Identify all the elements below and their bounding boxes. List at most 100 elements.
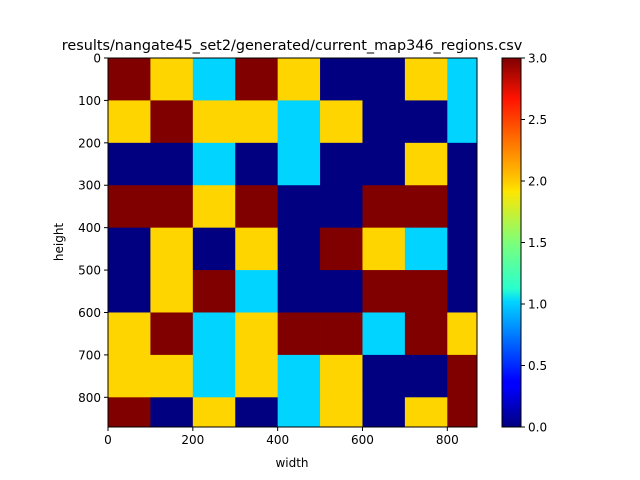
- heatmap-cell-r0-c8: [447, 58, 478, 101]
- colorbar-tick-label: 1.5: [528, 236, 547, 250]
- heatmap-cell-r0-c4: [277, 58, 321, 101]
- heatmap-cell-r8-c2: [192, 397, 236, 428]
- y-tick-label: 300: [78, 179, 101, 193]
- heatmap-cell-r1-c3: [235, 100, 279, 144]
- heatmap-cell-r3-c6: [362, 185, 406, 229]
- heatmap-cell-r5-c0: [108, 270, 151, 313]
- colorbar-axis: 0.0 0.5 1.0 1.5 2.0 2.5 3.0: [521, 52, 547, 435]
- heatmap-cell-r8-c7: [404, 397, 448, 428]
- heatmap-cell-r8-c4: [277, 397, 321, 428]
- heatmap-cell-r5-c4: [277, 270, 321, 313]
- heatmap-cell-r4-c5: [320, 227, 363, 271]
- heatmap-cell-r0-c3: [235, 58, 279, 101]
- heatmap-cell-r5-c3: [235, 270, 279, 313]
- heatmap-cell-r7-c0: [108, 354, 151, 398]
- heatmap-cell-r2-c3: [235, 142, 279, 186]
- y-axis: 0 100 200 300 400 500 600 700 800: [78, 52, 108, 405]
- heatmap-cell-r4-c4: [277, 227, 321, 271]
- heatmap-cell-r8-c6: [362, 397, 406, 428]
- x-axis-label: width: [275, 456, 308, 470]
- y-tick-label: 100: [78, 94, 101, 108]
- heatmap-cell-r6-c5: [320, 312, 363, 356]
- heatmap-cell-r4-c0: [108, 227, 151, 271]
- heatmap-cell-r3-c7: [404, 185, 448, 229]
- heatmap-cell-r2-c0: [108, 142, 151, 186]
- heatmap-cell-r0-c5: [320, 58, 363, 101]
- heatmap-cell-r7-c7: [404, 354, 448, 398]
- heatmap-cell-r3-c8: [447, 185, 478, 229]
- heatmap-cell-r1-c7: [404, 100, 448, 144]
- heatmap-cell-r3-c5: [320, 185, 363, 229]
- heatmap-cell-r7-c5: [320, 354, 363, 398]
- heatmap-cell-r1-c8: [447, 100, 478, 144]
- x-tick-label: 400: [266, 433, 289, 447]
- heatmap-cell-r6-c3: [235, 312, 279, 356]
- heatmap-cell-r1-c6: [362, 100, 406, 144]
- x-tick-label: 200: [181, 433, 204, 447]
- heatmap-cell-r6-c0: [108, 312, 151, 356]
- chart-title: results/nangate45_set2/generated/current…: [62, 38, 523, 54]
- heatmap-cell-r6-c1: [150, 312, 194, 356]
- heatmap-cell-r7-c6: [362, 354, 406, 398]
- heatmap-cell-r2-c7: [404, 142, 448, 186]
- heatmap-cell-r5-c2: [192, 270, 236, 313]
- heatmap-cell-r8-c8: [447, 397, 478, 428]
- heatmap-cell-r6-c7: [404, 312, 448, 356]
- y-tick-label: 200: [78, 136, 101, 150]
- heatmap-cell-r0-c6: [362, 58, 406, 101]
- heatmap-cell-r2-c2: [192, 142, 236, 186]
- colorbar-tick-label: 2.0: [528, 175, 547, 189]
- colorbar-tick-label: 0.0: [528, 421, 547, 435]
- heatmap-cell-r0-c0: [108, 58, 151, 101]
- heatmap-cell-r2-c6: [362, 142, 406, 186]
- heatmap-cell-r3-c3: [235, 185, 279, 229]
- heatmap-cell-r6-c4: [277, 312, 321, 356]
- heatmap-cell-r0-c2: [192, 58, 236, 101]
- y-tick-label: 600: [78, 306, 101, 320]
- heatmap-cell-r7-c8: [447, 354, 478, 398]
- heatmap-cell-r3-c4: [277, 185, 321, 229]
- heatmap-cell-r4-c2: [192, 227, 236, 271]
- heatmap-cell-r4-c1: [150, 227, 194, 271]
- heatmap-cell-r2-c5: [320, 142, 363, 186]
- y-tick-label: 800: [78, 391, 101, 405]
- x-tick-label: 800: [436, 433, 459, 447]
- heatmap-cell-r3-c2: [192, 185, 236, 229]
- heatmap-cell-r4-c3: [235, 227, 279, 271]
- colorbar-tick-label: 1.0: [528, 298, 547, 312]
- colorbar-tick-label: 2.5: [528, 113, 547, 127]
- heatmap-cell-r8-c5: [320, 397, 363, 428]
- heatmap-cell-r1-c0: [108, 100, 151, 144]
- heatmap-cell-r5-c5: [320, 270, 363, 313]
- heatmap-cells: [108, 58, 478, 428]
- y-tick-label: 700: [78, 348, 101, 362]
- heatmap-cell-r7-c2: [192, 354, 236, 398]
- heatmap-cell-r0-c1: [150, 58, 194, 101]
- heatmap-cell-r1-c1: [150, 100, 194, 144]
- heatmap-cell-r1-c4: [277, 100, 321, 144]
- y-axis-label: height: [52, 223, 66, 262]
- heatmap-cell-r8-c0: [108, 397, 151, 428]
- colorbar-tick-label: 0.5: [528, 359, 547, 373]
- x-axis: 0 200 400 600 800: [104, 427, 459, 447]
- heatmap-cell-r7-c4: [277, 354, 321, 398]
- colorbar-tick-label: 3.0: [528, 52, 547, 66]
- heatmap-cell-r4-c7: [404, 227, 448, 271]
- heatmap-cell-r2-c1: [150, 142, 194, 186]
- heatmap-cell-r1-c5: [320, 100, 363, 144]
- heatmap-cell-r5-c1: [150, 270, 194, 313]
- heatmap-cell-r1-c2: [192, 100, 236, 144]
- heatmap-cell-r8-c3: [235, 397, 279, 428]
- heatmap-cell-r3-c0: [108, 185, 151, 229]
- heatmap-cell-r7-c3: [235, 354, 279, 398]
- heatmap-cell-r5-c6: [362, 270, 406, 313]
- colorbar: [501, 57, 522, 428]
- heatmap-cell-r0-c7: [404, 58, 448, 101]
- heatmap-cell-r2-c8: [447, 142, 478, 186]
- heatmap-cell-r6-c2: [192, 312, 236, 356]
- x-tick-label: 600: [351, 433, 374, 447]
- y-tick-label: 400: [78, 221, 101, 235]
- y-tick-label: 500: [78, 264, 101, 278]
- plot-frame: [107, 57, 478, 428]
